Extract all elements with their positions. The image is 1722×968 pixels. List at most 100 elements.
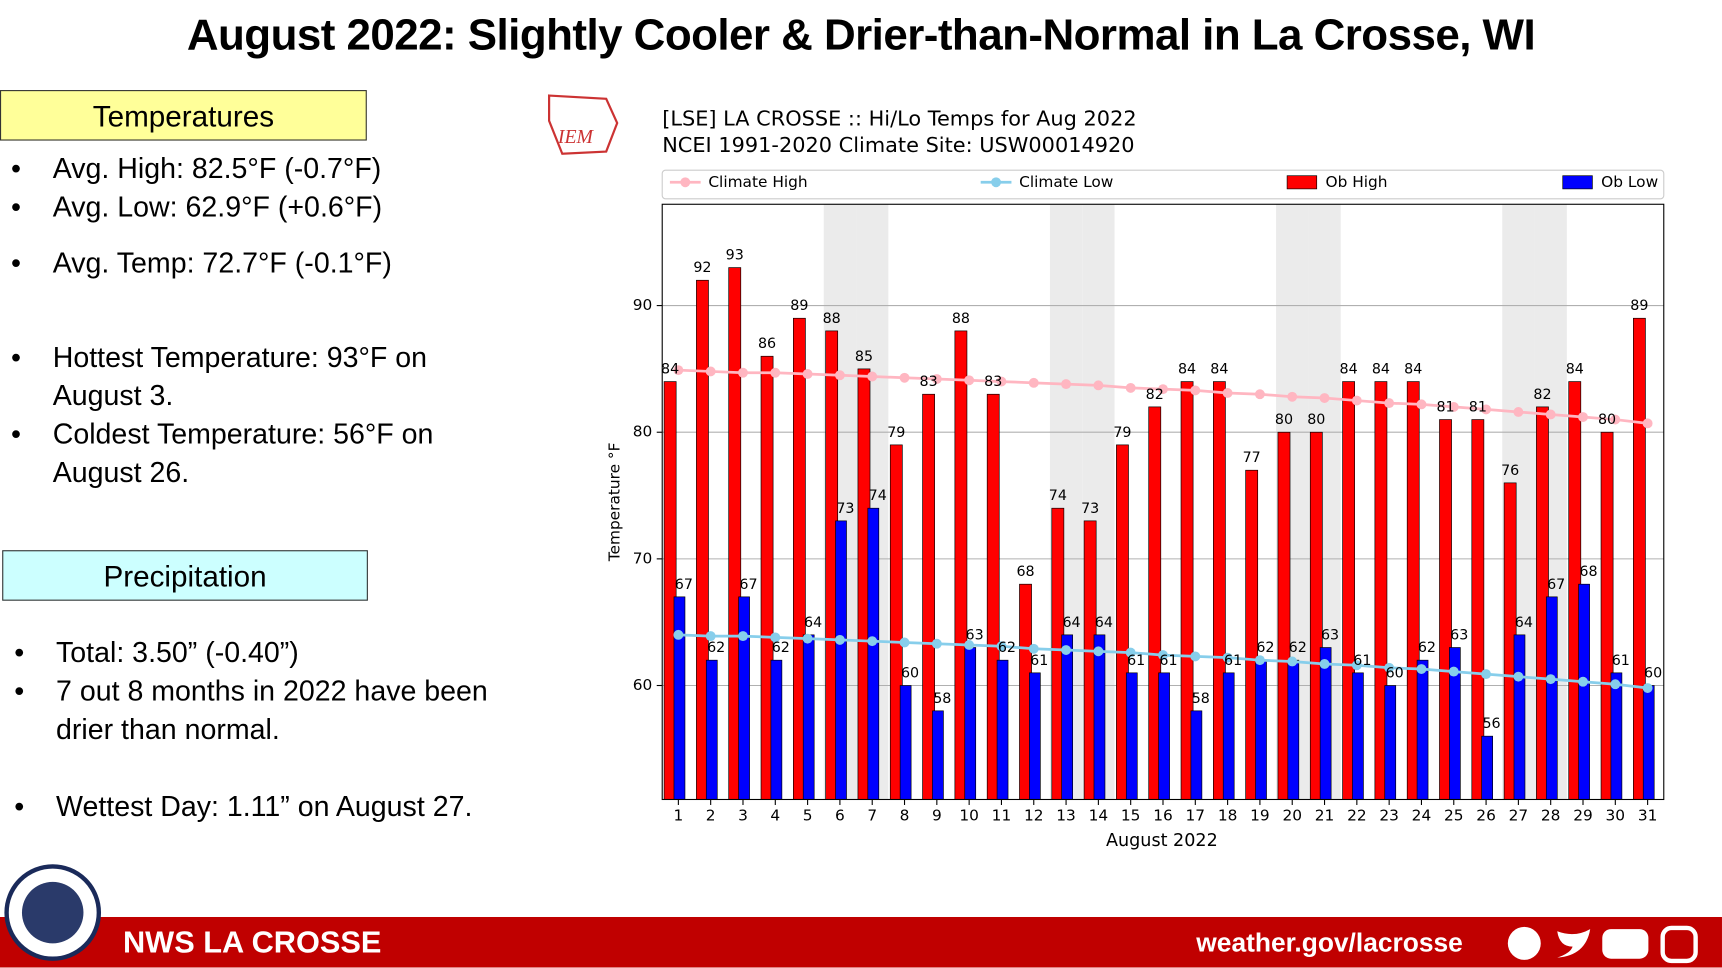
data-label: 67: [675, 577, 693, 593]
x-tick-label: 14: [1089, 806, 1109, 824]
bar: [1416, 659, 1429, 800]
legend-label: Climate High: [708, 173, 807, 191]
legend-swatch: [1562, 175, 1593, 190]
bullet-item: Coldest Temperature: 56°F on August 26.: [0, 415, 505, 492]
climate-marker: [705, 366, 716, 377]
y-tick-label: 90: [633, 296, 653, 314]
x-tick-label: 22: [1347, 806, 1367, 824]
data-label: 62: [772, 640, 790, 656]
bar: [1545, 596, 1558, 800]
data-label: 84: [1372, 361, 1390, 377]
climate-marker: [1319, 393, 1330, 403]
data-label: 76: [1501, 463, 1519, 479]
climate-marker: [1287, 656, 1298, 667]
bar: [738, 596, 750, 800]
climate-marker: [1222, 652, 1233, 663]
x-tick-label: 1: [673, 806, 683, 824]
legend-swatch: [1286, 175, 1318, 190]
data-label: 73: [836, 501, 854, 517]
climate-marker: [1125, 382, 1136, 393]
climate-marker: [1028, 377, 1039, 388]
bullet-item: Total: 3.50” (-0.40”): [3, 634, 530, 672]
bar: [867, 507, 880, 800]
data-label: 81: [1436, 399, 1454, 415]
bar: [1352, 672, 1364, 800]
footer-band: [0, 916, 1722, 968]
climate-marker: [1287, 391, 1298, 402]
slide-title: August 2022: Slightly Cooler & Drier-tha…: [186, 10, 1536, 60]
climate-marker: [1481, 669, 1492, 680]
climate-marker: [931, 638, 942, 649]
twitter-icon[interactable]: [1557, 929, 1591, 958]
legend-label: Climate Low: [1019, 173, 1113, 191]
bullet-item: Avg. Low: 62.9°F (+0.6°F): [0, 188, 505, 226]
bar: [1481, 735, 1493, 800]
data-label: 74: [1049, 488, 1067, 504]
climate-marker: [1028, 643, 1039, 654]
data-label: 79: [887, 425, 905, 441]
x-tick-label: 30: [1606, 806, 1626, 824]
data-label: 83: [984, 374, 1002, 390]
data-label: 80: [1598, 412, 1616, 428]
bar: [1578, 583, 1590, 800]
bar: [1029, 672, 1041, 800]
x-tick-label: 24: [1412, 806, 1432, 824]
data-label: 74: [869, 488, 887, 504]
climate-marker: [705, 631, 716, 642]
data-label: 61: [1612, 653, 1630, 669]
precipitation-list: Total: 3.50” (-0.40”)7 out 8 months in 2…: [3, 634, 530, 826]
climate-marker: [1190, 651, 1201, 662]
data-label: 63: [1321, 627, 1339, 643]
data-label: 61: [1030, 653, 1048, 669]
x-tick-label: 9: [932, 806, 942, 824]
climate-marker: [1545, 674, 1556, 685]
data-label: 64: [1515, 615, 1533, 631]
data-label: 56: [1482, 716, 1500, 732]
x-tick-label: 31: [1638, 806, 1658, 824]
climate-marker: [1481, 404, 1492, 415]
legend-swatch-marker: [991, 177, 1002, 188]
bar: [1093, 634, 1106, 800]
data-label: 88: [952, 311, 970, 327]
data-label: 81: [1469, 399, 1487, 415]
climate-marker: [1416, 664, 1427, 674]
youtube-icon[interactable]: [1602, 929, 1649, 959]
bar: [1513, 634, 1526, 800]
climate-marker: [770, 367, 781, 378]
legend-box: [661, 169, 1665, 200]
iem-logo: [548, 94, 619, 155]
bar: [705, 659, 718, 800]
data-label: 93: [726, 248, 744, 264]
iem-logo-text: IEM: [557, 126, 595, 148]
data-label: 61: [1159, 653, 1177, 669]
data-label: 84: [1566, 361, 1584, 377]
x-tick-label: 28: [1541, 806, 1561, 824]
climate-marker: [964, 375, 975, 386]
y-tick-label: 70: [633, 549, 653, 567]
climate-marker: [1610, 679, 1621, 690]
data-label: 80: [1307, 412, 1325, 428]
chart-subtitle: NCEI 1991-2020 Climate Site: USW00014920: [662, 133, 1134, 157]
climate-marker: [931, 374, 942, 384]
footer-office: NWS LA CROSSE: [123, 925, 381, 960]
climate-marker: [1061, 645, 1072, 655]
data-label: 63: [1450, 627, 1468, 643]
data-label: 64: [1095, 615, 1113, 631]
bar: [802, 634, 815, 800]
data-label: 89: [790, 298, 808, 314]
x-tick-label: 19: [1250, 806, 1270, 824]
climate-marker: [1578, 676, 1588, 687]
y-axis-label: Temperature °F: [605, 443, 623, 563]
x-tick-label: 10: [959, 806, 979, 824]
x-tick-label: 27: [1509, 806, 1529, 824]
facebook-icon[interactable]: [1507, 926, 1541, 960]
climate-marker: [1158, 384, 1168, 395]
climate-marker: [1125, 647, 1136, 658]
data-label: 92: [693, 260, 711, 276]
data-label: 84: [1210, 361, 1228, 377]
climate-marker: [1190, 385, 1201, 396]
instagram-icon[interactable]: [1660, 925, 1698, 964]
bar: [1287, 659, 1300, 800]
climate-marker: [834, 634, 845, 645]
data-label: 62: [1418, 640, 1436, 656]
